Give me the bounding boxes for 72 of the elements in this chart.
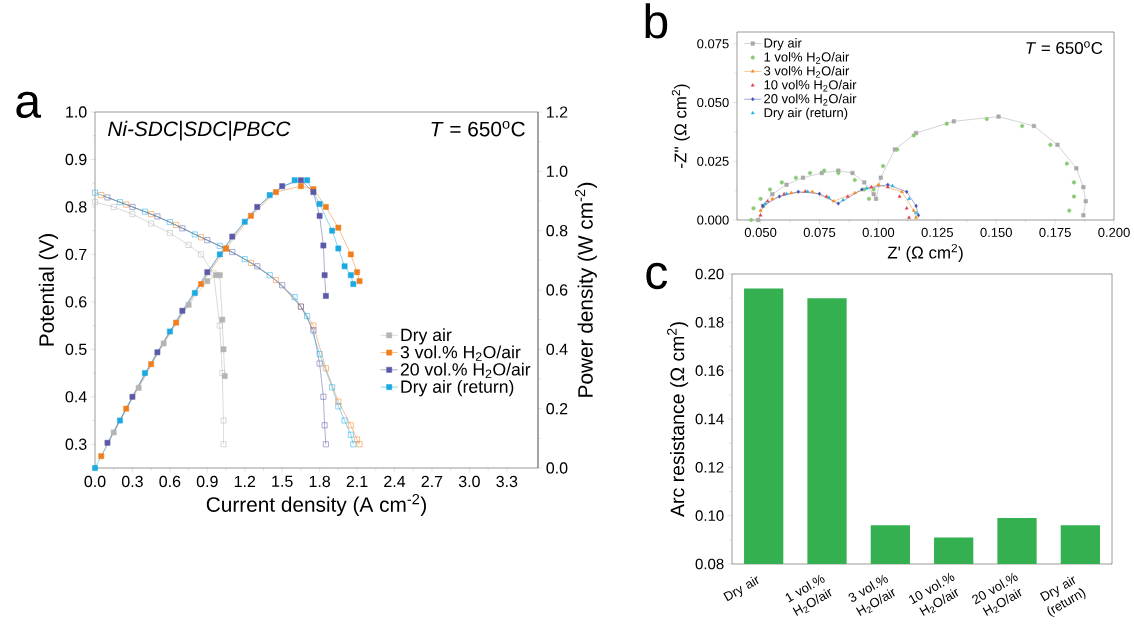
- legend-label: Dry air: [764, 38, 802, 51]
- y-tick-label: 0.18: [695, 317, 724, 328]
- x-tick-label: 1.8: [309, 475, 331, 488]
- x-tick-label: 2.4: [384, 475, 406, 487]
- x-tick-label: 20 vol.% H$_{2}$O/air: [972, 572, 1022, 616]
- y2-tick-label: 0.6: [546, 284, 568, 296]
- y-tick-label: 0.4: [65, 391, 87, 403]
- y-axis-title: Potential (V): [38, 234, 59, 346]
- y-tick-label: 0.8: [65, 201, 87, 213]
- annotation: T = 650$^{o}$C: [431, 120, 525, 137]
- y2-tick-label: 0.4: [546, 343, 568, 355]
- legend-label: 20 vol.% H$_{2}$O/air: [400, 362, 531, 379]
- y-tick-label: 0.5: [65, 343, 87, 355]
- x-tick-label: 0.100: [862, 227, 895, 237]
- y-tick-label: 0.6: [65, 296, 87, 308]
- x-tick-label: 2.7: [421, 475, 443, 487]
- y-tick-label: 0.075: [697, 39, 729, 49]
- chart-title: c: [646, 262, 668, 290]
- x-axis-title: Z' (Ω cm$^{2}$): [887, 243, 963, 262]
- annotation: T = 650$^{o}$C: [1026, 41, 1103, 54]
- y-tick-label: 0.050: [697, 97, 729, 108]
- y2-tick-label: 0.0: [546, 462, 568, 474]
- y-tick-label: 0.14: [695, 413, 724, 425]
- x-tick-label: Dry air: [723, 576, 759, 602]
- annotation: Ni-SDC|SDC|PBCC: [108, 120, 291, 141]
- x-tick-label: 0.0: [84, 475, 106, 488]
- y-tick-label: 0.9: [65, 153, 87, 166]
- x-tick-label: 0.150: [980, 227, 1012, 237]
- x-tick-label: 3.0: [458, 475, 480, 488]
- x-tick-label: 0.125: [921, 227, 954, 237]
- legend-label: Dry air (return): [764, 107, 848, 120]
- x-tick-label: 3.3: [496, 475, 518, 488]
- legend-label: 10 vol% H$_{2}$O/air: [764, 79, 857, 92]
- legend-label: 3 vol.% H$_{2}$O/air: [400, 345, 521, 361]
- y-axis-title: Arc resistance (Ω cm$^{2}$): [667, 322, 689, 517]
- x-tick-label: 0.6: [159, 475, 181, 488]
- legend-label: Dry air (return): [401, 379, 514, 397]
- chart-title: b: [645, 3, 668, 39]
- y-tick-label: 0.3: [65, 438, 87, 450]
- y2-tick-label: 0.2: [546, 403, 568, 415]
- y2-tick-label: 1.0: [547, 165, 568, 177]
- y-axis-title: -Z'' (Ω cm$^{2}$): [671, 84, 690, 168]
- y2-tick-label: 1.2: [547, 106, 568, 118]
- x-tick-label: 1.2: [234, 475, 256, 487]
- chart-title: a: [16, 91, 42, 119]
- y-tick-label: 0.08: [695, 558, 724, 570]
- x-tick-label: 2.1: [346, 475, 368, 487]
- y-tick-label: 0.16: [695, 365, 724, 376]
- legend-label: 1 vol% H$_{2}$O/air: [764, 52, 850, 64]
- x-tick-label: 1.5: [272, 475, 293, 487]
- y-tick-label: 0.025: [697, 156, 729, 166]
- x-tick-label: 10 vol.% H$_{2}$O/air: [909, 572, 959, 616]
- legend-label: Dry air: [401, 328, 452, 345]
- x-tick-label: 0.3: [121, 475, 143, 488]
- x-axis-title: Current density (A cm$^{-2}$): [206, 494, 426, 516]
- y-tick-label: 0.7: [65, 248, 87, 261]
- legend-label: 20 vol% H$_{2}$O/air: [764, 93, 857, 106]
- x-tick-label: 0.200: [1098, 227, 1130, 237]
- y-tick-label: 0.10: [695, 510, 724, 521]
- y-tick-label: 0.20: [695, 268, 724, 280]
- x-tick-label: 0.175: [1039, 227, 1071, 237]
- y-tick-label: 1.0: [66, 106, 87, 118]
- legend-label: 3 vol% H$_{2}$O/air: [764, 65, 850, 78]
- x-tick-label: 1 vol.% H$_{2}$O/air: [785, 574, 832, 616]
- x-tick-label: 3 vol.% H$_{2}$O/air: [848, 574, 895, 616]
- y2-axis-title: Power density (W cm$^{-2}$): [574, 182, 597, 397]
- x-tick-label: 0.075: [803, 227, 836, 237]
- x-tick-label: 0.050: [744, 227, 777, 237]
- y-tick-label: 0.000: [697, 215, 729, 225]
- x-tick-label: 0.9: [196, 475, 218, 488]
- y2-tick-label: 0.8: [546, 225, 568, 237]
- y-tick-label: 0.12: [695, 462, 724, 473]
